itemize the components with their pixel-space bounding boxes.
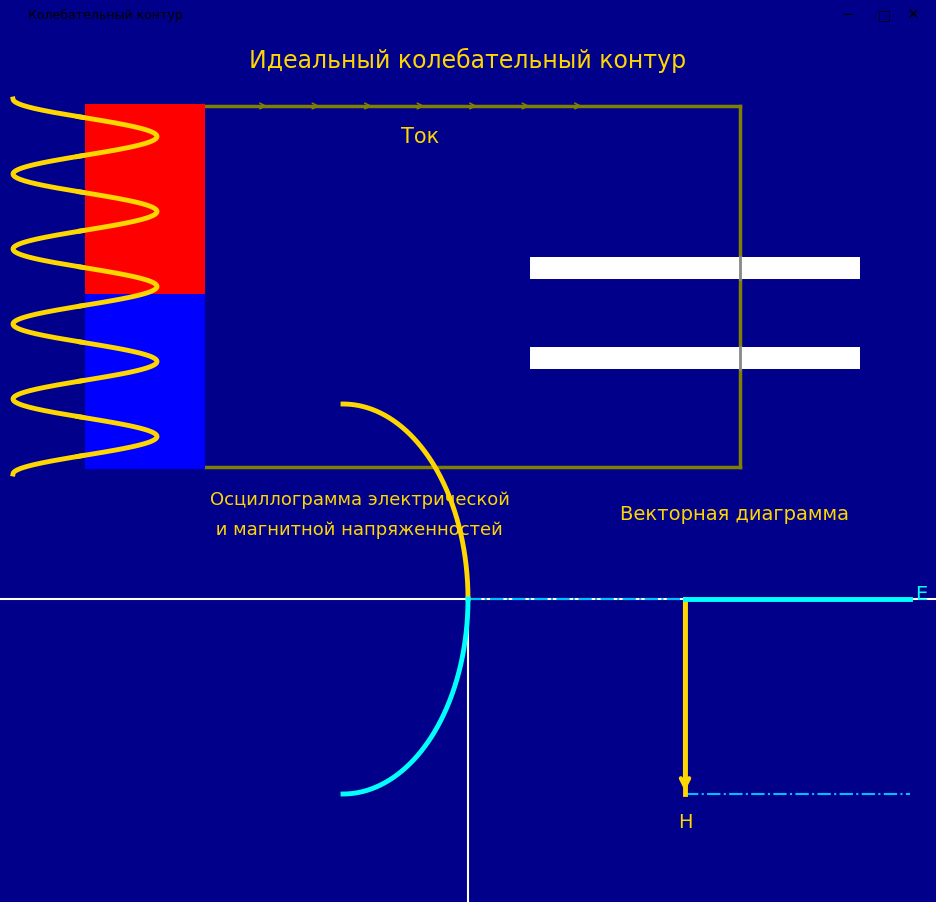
Text: Идеальный колебательный контур: Идеальный колебательный контур — [249, 48, 687, 72]
Bar — [85, 295, 205, 469]
Text: Векторная диаграмма: Векторная диаграмма — [620, 505, 849, 524]
Bar — [530, 258, 860, 280]
Text: и магнитной напряженностей: и магнитной напряженностей — [210, 520, 503, 538]
Text: ✕: ✕ — [906, 7, 919, 23]
Text: Осциллограмма электрической: Осциллограмма электрической — [210, 491, 510, 509]
Text: H: H — [678, 812, 693, 831]
Bar — [85, 105, 205, 295]
Text: ─: ─ — [843, 8, 851, 22]
Text: □: □ — [878, 8, 891, 22]
Text: Колебательный контур: Колебательный контур — [28, 8, 183, 22]
Text: Ток: Ток — [401, 127, 439, 147]
Text: E: E — [915, 584, 928, 603]
Bar — [85, 105, 205, 295]
Bar — [85, 295, 205, 469]
Bar — [530, 347, 860, 370]
